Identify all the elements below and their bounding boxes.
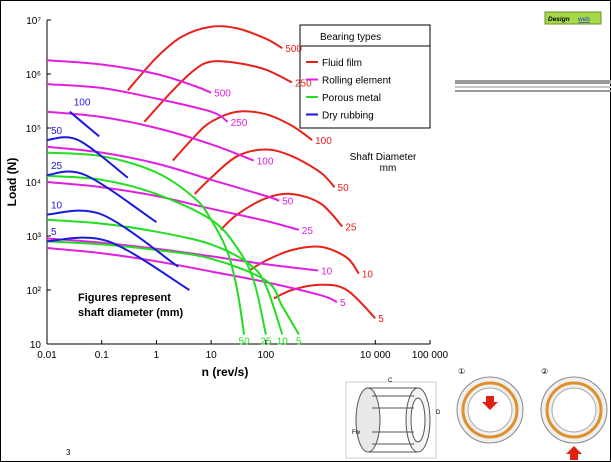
bearing-illustration xyxy=(346,382,436,458)
badge-link[interactable]: web xyxy=(577,16,590,23)
y-tick-label: 10⁶ xyxy=(26,70,41,81)
curve-label: 5 xyxy=(296,336,302,347)
x-tick-label: 1 xyxy=(154,350,160,361)
illustration-label: ② xyxy=(541,367,548,376)
x-tick-label: 10 000 xyxy=(360,350,391,361)
curve-label: 50 xyxy=(282,197,294,208)
chart: Design web Bearing types n (rev/s) Load … xyxy=(0,0,611,462)
curve-label: 100 xyxy=(257,157,274,168)
annotation: mm xyxy=(380,163,397,174)
y-tick-label: 10⁵ xyxy=(26,124,41,135)
curve-label: 10 xyxy=(277,336,289,347)
x-tick-label: 100 xyxy=(258,350,275,361)
annotation: Shaft Diameter xyxy=(350,152,417,163)
curve xyxy=(274,285,375,318)
x-tick-label: 10 xyxy=(206,350,218,361)
legend-label: Rolling element xyxy=(322,76,391,87)
x-tick-label: 100 000 xyxy=(412,350,449,361)
annotation: shaft diameter (mm) xyxy=(78,307,183,319)
curve-label: 5 xyxy=(340,298,346,309)
slide: Design web Bearing types n (rev/s) Load … xyxy=(0,0,611,462)
curve-label: 10 xyxy=(362,270,374,281)
illustration-label: Fw xyxy=(352,430,361,436)
y-tick-label: 10³ xyxy=(27,232,42,243)
illustration-label: C xyxy=(388,378,393,384)
y-tick-label: 10² xyxy=(27,286,42,297)
x-axis-label: n (rev/s) xyxy=(202,365,249,379)
decor-bar xyxy=(455,80,611,84)
badge-text: Design xyxy=(548,16,570,23)
curve-label: 100 xyxy=(315,136,332,147)
legend-label: Dry rubbing xyxy=(322,111,374,122)
legend-label: Fluid film xyxy=(322,58,362,69)
curve-label: 250 xyxy=(231,118,248,129)
curve-label: 50 xyxy=(51,126,63,137)
curve-label: 25 xyxy=(345,222,357,233)
decor-bar xyxy=(455,90,611,92)
curve-label: 100 xyxy=(74,98,91,109)
y-tick-label: 10⁴ xyxy=(26,178,41,189)
y-tick-label: 10⁷ xyxy=(26,16,41,27)
curve-label: 500 xyxy=(214,89,231,100)
curve-label: 50 xyxy=(338,183,350,194)
bearing-illustration xyxy=(457,377,607,460)
y-axis-label: Load (N) xyxy=(5,158,19,207)
curve-label: 50 xyxy=(239,336,251,347)
illustration-label: D xyxy=(436,410,441,416)
curve-label: 25 xyxy=(260,336,272,347)
curve-label: 25 xyxy=(51,161,63,172)
curve-label: 500 xyxy=(285,44,302,55)
annotation: Figures represent xyxy=(78,292,171,304)
x-tick-label: 0.01 xyxy=(37,350,57,361)
curve xyxy=(128,26,282,90)
illustration-label: ① xyxy=(458,367,465,376)
slide-number: 3 xyxy=(66,448,71,457)
curve xyxy=(47,241,299,334)
curve-label: 25 xyxy=(302,226,314,237)
y-tick-label: 10 xyxy=(30,340,42,351)
curve-label: 5 xyxy=(51,227,57,238)
curve-label: 10 xyxy=(51,201,63,212)
curve-label: 5 xyxy=(378,314,384,325)
decor-bar xyxy=(455,86,611,88)
x-tick-label: 0.1 xyxy=(95,350,109,361)
legend-label: Porous metal xyxy=(322,93,381,104)
curve-label: 10 xyxy=(321,266,333,277)
legend-title: Bearing types xyxy=(320,32,381,43)
